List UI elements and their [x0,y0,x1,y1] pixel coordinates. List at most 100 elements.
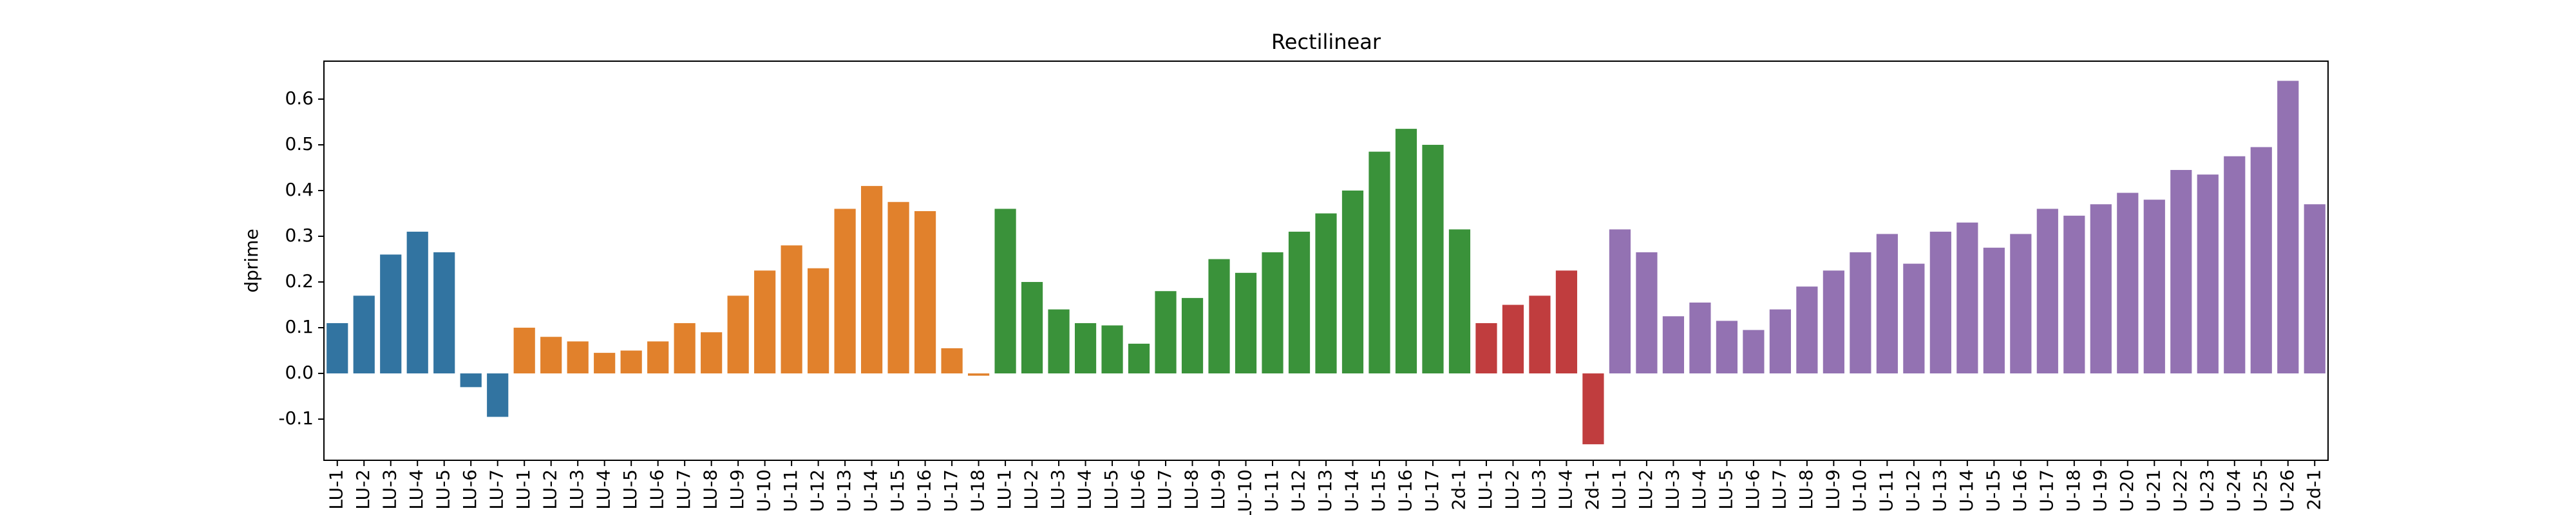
bar [967,373,990,376]
y-tick-label: -0.1 [278,407,314,429]
y-tick-label: 0.1 [285,316,314,337]
x-tick-label: LU-3 [566,469,587,510]
x-tick-label: U-24 [2223,469,2244,512]
bar [380,254,402,374]
bar [460,373,482,388]
x-tick-label: U-12 [1288,469,1309,512]
x-tick-label: U-16 [2009,469,2031,512]
x-tick-label: U-17 [2036,469,2057,512]
x-tick-label: LU-2 [1635,469,1656,510]
bar [2277,80,2299,374]
bar [1048,309,1070,374]
bar [1181,297,1204,374]
bar [1448,229,1471,374]
x-tick-label: LU-8 [1795,469,1817,510]
x-tick-label: LU-2 [1021,469,1042,510]
y-axis-label: dprime [241,229,262,292]
bar [1422,144,1444,374]
x-tick-label: U-20 [2116,469,2137,512]
x-tick-label: LU-9 [726,469,748,510]
x-tick-label: U-11 [1875,469,1897,512]
x-tick-label: U-17 [1421,469,1443,512]
y-tick-label: 0.6 [285,88,314,109]
bar [941,348,963,374]
bar [594,353,616,374]
bar [540,337,562,374]
bar [674,323,696,374]
x-tick-label: LU-6 [647,469,668,510]
bar [1555,270,1578,374]
x-tick-label: U-10 [1849,469,1870,512]
x-tick-label: LU-1 [1475,469,1496,510]
x-tick-label: U-23 [2196,469,2217,512]
bar [1582,373,1604,445]
bar [406,231,428,374]
x-tick-label: U-13 [833,469,855,512]
x-tick-label: U-15 [887,469,908,512]
x-tick-label: LU-2 [352,469,374,510]
x-tick-label: U-14 [860,469,882,512]
bar [1929,231,1951,374]
x-tick-label: U-16 [914,469,935,512]
bar [1101,325,1123,374]
bar [2036,209,2058,374]
x-tick-label: LU-2 [540,469,561,510]
x-tick-label: U-21 [2143,469,2164,512]
bar [1341,190,1364,374]
bar [2143,200,2165,374]
x-tick-label: U-12 [807,469,828,512]
bar [2010,234,2032,374]
x-tick-label: LU-1 [1608,469,1629,510]
bar [2224,156,2246,374]
bar [1529,295,1551,374]
bar [808,268,829,374]
y-tick-label: 0.4 [285,179,314,200]
bar [567,341,589,374]
x-tick-label: LU-7 [1154,469,1175,510]
bar [2063,216,2085,374]
x-tick-label: LU-5 [1101,469,1122,510]
x-tick-label: 2d-1 [2303,469,2324,510]
bar [1021,282,1043,374]
x-tick-label: LU-7 [673,469,694,510]
bar [1475,323,1497,374]
bar [887,201,909,374]
x-tick-label: U-14 [1341,469,1362,512]
bar [2117,192,2139,374]
x-tick-label: LU-4 [406,469,427,510]
x-tick-label: 2d-1 [1582,469,1603,510]
bar [1662,316,1685,374]
bar [1876,234,1898,374]
x-tick-label: LU-6 [1128,469,1149,510]
bar [2197,174,2219,374]
bar [1956,222,1978,374]
x-tick-label: U-13 [1929,469,1950,512]
x-tick-label: U-22 [2170,469,2191,512]
x-tick-label: U-14 [1956,469,1977,512]
x-tick-label: LU-5 [1715,469,1736,510]
bar [1395,129,1417,374]
bar [1716,321,1738,374]
bar [834,209,856,374]
x-tick-label: LU-4 [1689,469,1710,510]
bar [1368,151,1390,374]
x-tick-label: LU-3 [379,469,401,510]
x-tick-label: LU-4 [593,469,614,510]
x-tick-label: LU-5 [620,469,641,510]
x-tick-label: LU-9 [1208,469,1229,510]
bar [781,245,802,374]
x-tick-label: LU-10 [1235,469,1256,515]
bar [2170,170,2192,374]
bar [1636,252,1658,374]
x-tick-label: LU-4 [1555,469,1576,510]
bar [1850,252,1871,374]
bar [1502,304,1524,374]
x-tick-label: U-10 [753,469,775,512]
bar [513,328,535,374]
x-tick-label: U-13 [1314,469,1336,512]
x-tick-label: LU-3 [1528,469,1549,510]
bar [994,209,1016,374]
bar [1315,213,1337,374]
plot-frame [323,61,2329,461]
